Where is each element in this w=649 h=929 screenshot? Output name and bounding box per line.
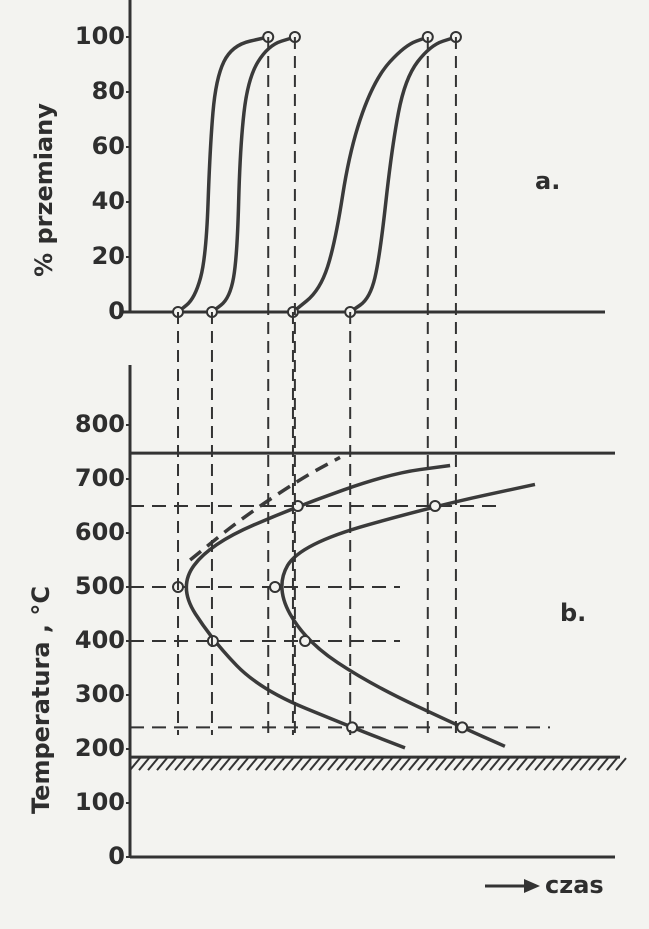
hatch bbox=[381, 757, 393, 771]
hatch bbox=[525, 757, 537, 771]
hatch bbox=[147, 757, 159, 771]
hatch bbox=[138, 757, 150, 771]
hatch bbox=[426, 757, 438, 771]
curve bbox=[280, 482, 536, 748]
point-marker bbox=[456, 721, 469, 734]
point-marker bbox=[346, 721, 359, 734]
y-tick-label: 0 bbox=[108, 297, 125, 325]
hatch bbox=[615, 757, 627, 771]
hatch bbox=[219, 757, 231, 771]
y-tick-label: 0 bbox=[108, 842, 125, 870]
point-marker bbox=[269, 581, 282, 593]
hatch bbox=[561, 757, 573, 771]
hatch bbox=[156, 757, 168, 771]
hatch bbox=[516, 757, 528, 771]
hatch bbox=[597, 757, 609, 771]
hatch bbox=[237, 757, 249, 771]
hatch bbox=[543, 757, 555, 771]
annotation: b. bbox=[560, 599, 586, 627]
hatch bbox=[327, 757, 339, 771]
hatch bbox=[462, 757, 474, 771]
hatch bbox=[606, 757, 618, 771]
hatch bbox=[354, 757, 366, 771]
hatch bbox=[372, 757, 384, 771]
hatch bbox=[390, 757, 402, 771]
hatch bbox=[165, 757, 177, 771]
hatch bbox=[534, 757, 546, 771]
hatch bbox=[552, 757, 564, 771]
hatch bbox=[228, 757, 240, 771]
y-tick-label: 80 bbox=[92, 77, 125, 105]
hatch bbox=[318, 757, 330, 771]
hatch bbox=[480, 757, 492, 771]
y-tick-label: 300 bbox=[75, 680, 125, 708]
arrow-head bbox=[524, 879, 540, 893]
hatch bbox=[282, 757, 294, 771]
hatch bbox=[345, 757, 357, 771]
hatch bbox=[273, 757, 285, 771]
hatch bbox=[399, 757, 411, 771]
hatch bbox=[417, 757, 429, 771]
curve bbox=[291, 35, 429, 314]
hatch bbox=[309, 757, 321, 771]
hatch bbox=[300, 757, 312, 771]
hatch bbox=[408, 757, 420, 771]
curve bbox=[210, 35, 296, 314]
y-tick-label: 500 bbox=[75, 572, 125, 600]
annotation: a. bbox=[535, 167, 560, 195]
hatch bbox=[183, 757, 195, 771]
point-marker bbox=[429, 500, 442, 512]
y-tick-label: 700 bbox=[75, 464, 125, 492]
hatch bbox=[507, 757, 519, 771]
hatch bbox=[174, 757, 186, 771]
hatch bbox=[201, 757, 213, 771]
hatch bbox=[192, 757, 204, 771]
hatch bbox=[579, 757, 591, 771]
y-tick-label: 200 bbox=[75, 734, 125, 762]
y-tick-label: 800 bbox=[75, 410, 125, 438]
hatch bbox=[453, 757, 465, 771]
hatch bbox=[588, 757, 600, 771]
hatch bbox=[489, 757, 501, 771]
y-tick-label: 100 bbox=[75, 22, 125, 50]
dashed-curve bbox=[189, 455, 341, 562]
y-tick-label: 400 bbox=[75, 626, 125, 654]
y-tick-label: 60 bbox=[92, 132, 125, 160]
hatch bbox=[246, 757, 258, 771]
hatch bbox=[498, 757, 510, 771]
hatch bbox=[255, 757, 267, 771]
y-tick-label: 20 bbox=[92, 242, 125, 270]
hatch bbox=[570, 757, 582, 771]
hatch bbox=[363, 757, 375, 771]
hatch bbox=[336, 757, 348, 771]
y-tick-label: 40 bbox=[92, 187, 125, 215]
hatch bbox=[129, 757, 141, 771]
hatch bbox=[210, 757, 222, 771]
hatch bbox=[291, 757, 303, 771]
x-axis-label: czas bbox=[545, 871, 604, 899]
y-tick-label: 100 bbox=[75, 788, 125, 816]
y-tick-label: 600 bbox=[75, 518, 125, 546]
hatch bbox=[264, 757, 276, 771]
curve bbox=[349, 35, 457, 314]
y-axis-label: Temperatura , °C bbox=[27, 586, 55, 814]
hatch bbox=[471, 757, 483, 771]
hatch bbox=[444, 757, 456, 771]
hatch bbox=[435, 757, 447, 771]
y-axis-label: % przemiany bbox=[30, 103, 58, 277]
point-marker bbox=[299, 635, 312, 647]
curve bbox=[176, 35, 269, 314]
